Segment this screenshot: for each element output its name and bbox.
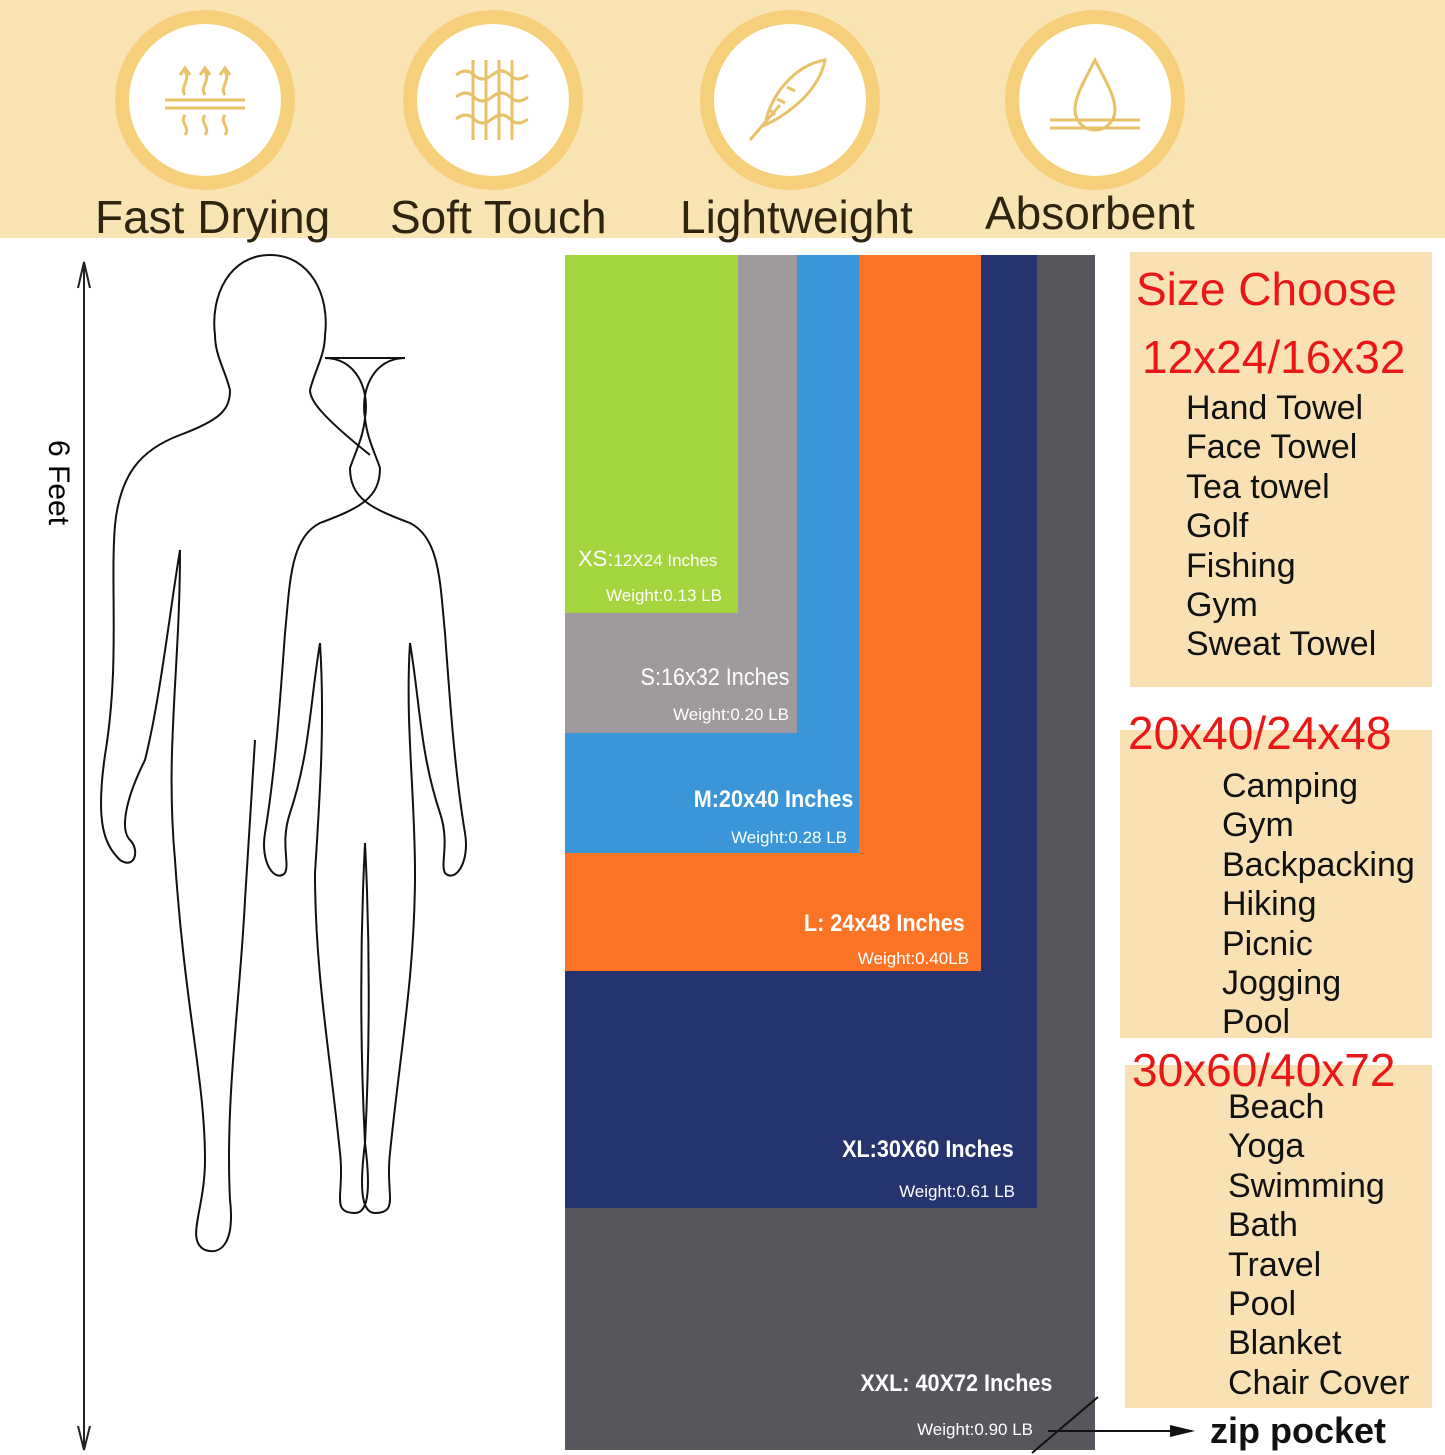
use-item: Face Towel — [1186, 428, 1358, 467]
height-label: 6 Feet — [42, 440, 75, 526]
size-xs-dimensions: 12X24 Inches — [613, 551, 718, 570]
feature-soft-touch — [403, 10, 583, 190]
feature-label: Fast Drying — [95, 191, 331, 243]
size-choose-title: Size Choose — [1136, 263, 1397, 315]
use-item: Gym — [1222, 806, 1294, 845]
use-item: Fishing — [1186, 546, 1296, 585]
height-arrow-icon — [77, 261, 91, 1451]
feature-label: Lightweight — [680, 191, 913, 243]
heat-waves-icon — [165, 65, 245, 136]
size-xs-prefix: XS: — [578, 546, 614, 571]
size-xl-weight: Weight:0.61 LB — [899, 1182, 1015, 1201]
size-m-label: M:20x40 Inches — [693, 786, 853, 813]
size-group-heading: 30x60/40x72 — [1132, 1044, 1396, 1096]
feather-icon — [748, 58, 827, 141]
use-item: Swimming — [1228, 1166, 1385, 1205]
size-l-weight: Weight:0.40LB — [857, 949, 969, 968]
feature-label: Soft Touch — [390, 191, 607, 243]
use-item: Tea towel — [1186, 467, 1330, 506]
use-item: Yoga — [1228, 1127, 1305, 1166]
water-drop-icon — [1050, 56, 1140, 132]
feature-fast-drying — [115, 10, 295, 190]
use-list: Hand Towel Face Towel Tea towel Golf Fis… — [1186, 389, 1376, 665]
height-comparison-figure — [77, 254, 467, 1451]
use-item: Bath — [1228, 1206, 1298, 1245]
feature-lightweight — [700, 10, 880, 190]
feature-absorbent — [1005, 10, 1185, 190]
size-group-heading: 12x24/16x32 — [1142, 331, 1406, 383]
size-group-2-panel — [1120, 730, 1432, 1038]
size-xs-swatch — [565, 255, 738, 613]
use-item: Picnic — [1222, 924, 1313, 963]
use-list: Camping Gym Backpacking Hiking Picnic Jo… — [1222, 767, 1415, 1043]
use-item: Blanket — [1228, 1324, 1342, 1363]
size-l-label: L: 24x48 Inches — [804, 910, 965, 937]
use-item: Hand Towel — [1186, 389, 1364, 427]
use-item: Hiking — [1222, 885, 1317, 924]
use-item: Gym — [1186, 586, 1258, 625]
size-xxl-label: XXL: 40X72 Inches — [859, 1370, 1052, 1397]
use-item: Golf — [1186, 507, 1249, 546]
feature-label: Absorbent — [985, 187, 1195, 239]
use-item: Pool — [1222, 1003, 1291, 1042]
size-group-1-panel — [1130, 252, 1432, 687]
human-silhouettes-icon — [99, 254, 467, 1253]
size-m-weight: Weight:0.28 LB — [731, 828, 847, 847]
use-item: Backpacking — [1222, 845, 1415, 884]
size-xxl-weight: Weight:0.90 LB — [917, 1420, 1033, 1439]
use-item: Chair Cover — [1228, 1363, 1410, 1402]
size-group-3-panel — [1125, 1065, 1432, 1408]
use-item: Jogging — [1222, 964, 1342, 1003]
size-s-weight: Weight:0.20 LB — [673, 705, 789, 724]
use-item: Camping — [1222, 767, 1359, 805]
size-xs-weight: Weight:0.13 LB — [606, 586, 722, 605]
zip-pocket-label: zip pocket — [1210, 1410, 1387, 1451]
zip-pocket-pointer-icon — [1031, 1396, 1195, 1454]
size-xl-label: XL:30X60 Inches — [842, 1136, 1014, 1163]
size-xs-label: XS:12X24 Inches — [578, 546, 717, 572]
use-list: Beach Yoga Swimming Bath Travel Pool Bla… — [1228, 1088, 1409, 1403]
size-s-label: S:16x32 Inches — [640, 664, 789, 691]
size-group-heading: 20x40/24x48 — [1128, 707, 1392, 759]
use-item: Pool — [1228, 1285, 1297, 1324]
fabric-weave-icon — [455, 60, 529, 140]
use-item: Travel — [1228, 1245, 1322, 1284]
use-item: Beach — [1228, 1088, 1325, 1126]
use-item: Sweat Towel — [1186, 625, 1377, 664]
